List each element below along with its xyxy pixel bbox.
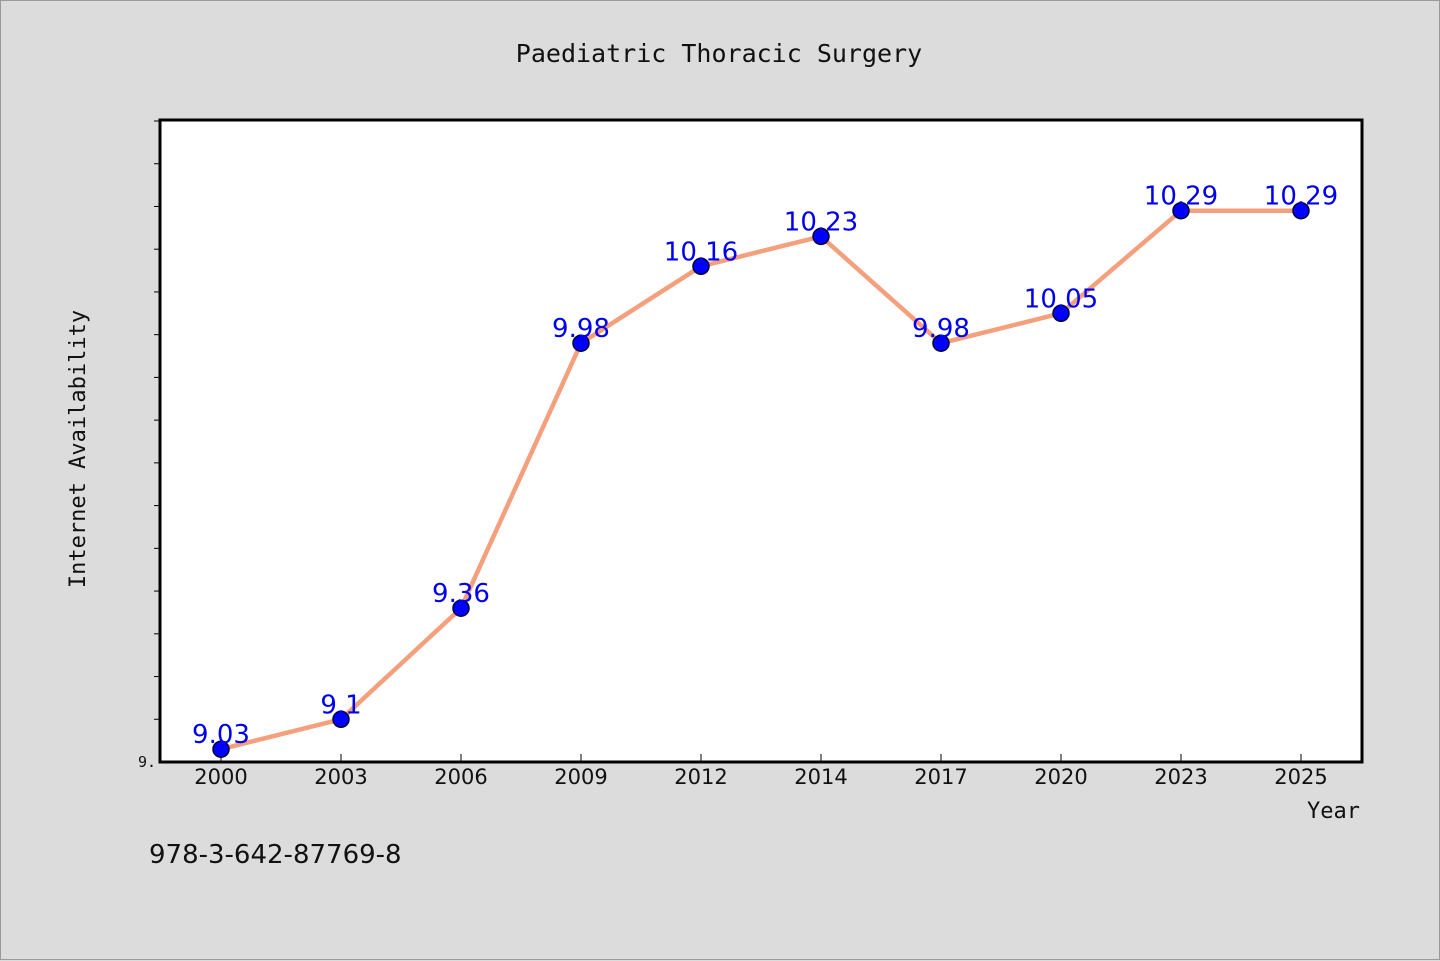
data-point <box>332 710 350 729</box>
y-axis-ticks <box>154 120 160 720</box>
data-point <box>572 334 590 352</box>
x-tick-label: 2014 <box>794 765 847 789</box>
data-label: 10.29 <box>1144 182 1218 212</box>
data-point <box>452 599 470 617</box>
data-point <box>1292 201 1310 220</box>
data-label: 9.98 <box>912 314 970 344</box>
data-label: 10.29 <box>1264 182 1338 212</box>
data-label: 10.05 <box>1024 284 1098 314</box>
isbn-footer: 978-3-642-87769-8 <box>149 840 402 870</box>
y-tick-label-first: 9. <box>138 753 156 771</box>
series-layer <box>212 201 1310 758</box>
data-label: 9.98 <box>552 314 610 344</box>
data-point <box>1172 201 1190 220</box>
x-tick-label: 2006 <box>434 765 487 789</box>
data-label: 9.1 <box>320 690 361 720</box>
data-point <box>212 740 230 758</box>
x-axis-label: Year <box>1307 799 1360 824</box>
data-point <box>1052 304 1070 323</box>
data-point <box>932 334 950 352</box>
y-axis-label: Internet Availability <box>66 310 91 588</box>
x-tick-label: 2017 <box>914 765 967 789</box>
x-tick-label: 2012 <box>674 765 727 789</box>
x-tick-label: 2020 <box>1034 765 1087 789</box>
data-point <box>812 227 830 246</box>
x-tick-label: 2025 <box>1274 765 1327 789</box>
series-line <box>218 208 1304 752</box>
data-label: 10.23 <box>784 207 858 237</box>
data-label: 10.16 <box>664 237 738 267</box>
x-axis-ticks: 2000 2003 2006 2009 2012 2014 2017 2020 2023 2025 <box>194 754 1328 789</box>
data-point <box>692 257 710 276</box>
x-tick-label: 2009 <box>554 765 607 789</box>
x-tick-label: 2003 <box>314 765 367 789</box>
x-tick-label: 2000 <box>194 765 247 789</box>
x-tick-label: 2023 <box>1154 765 1207 789</box>
data-label: 9.36 <box>432 579 490 609</box>
data-label: 9.03 <box>192 720 250 750</box>
chart-title: Paediatric Thoracic Surgery <box>516 39 922 68</box>
data-labels: 9.03 9.1 9.36 9.98 10.16 10.23 9.98 10.05 10.29 1… <box>192 182 1338 751</box>
